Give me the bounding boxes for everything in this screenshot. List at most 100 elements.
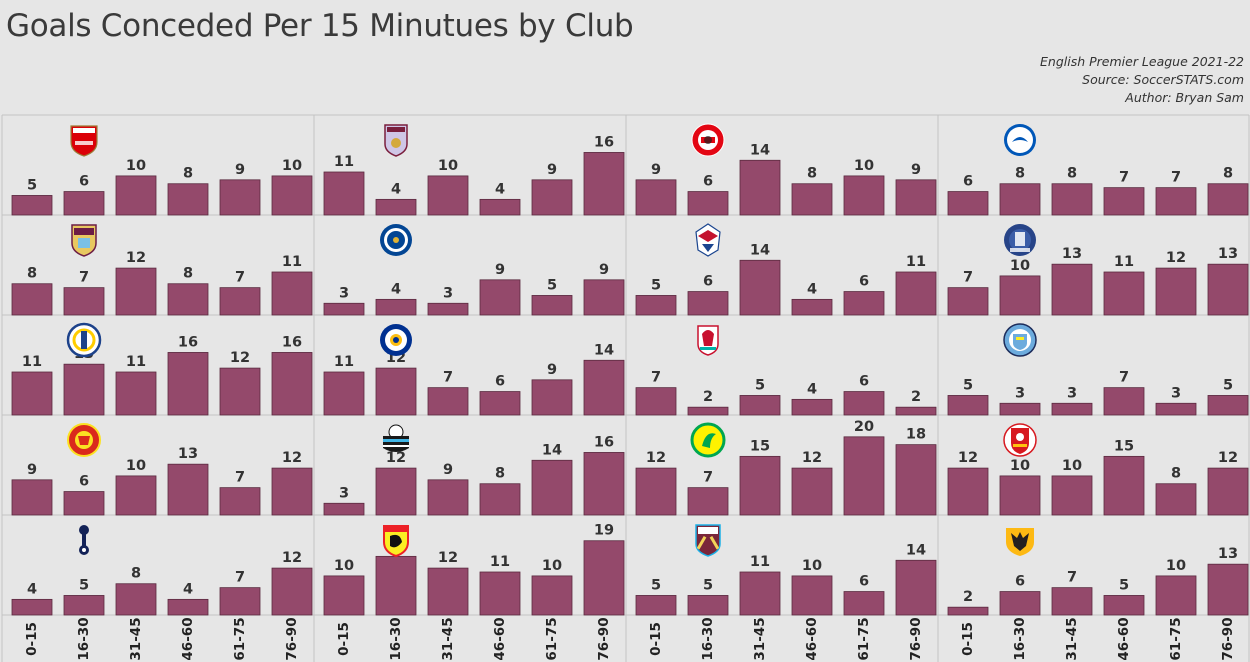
bar	[167, 352, 209, 416]
bar	[999, 475, 1041, 516]
data-label: 7	[1119, 370, 1129, 386]
club-panel: 9 6 14 8 10 9	[635, 123, 937, 216]
data-label: 20	[854, 419, 874, 435]
bar	[115, 371, 157, 416]
data-label: 7	[651, 370, 661, 386]
bar	[739, 395, 781, 416]
bar	[1207, 395, 1249, 416]
data-label: 13	[1218, 246, 1238, 262]
x-tick-label: 76-90	[1220, 617, 1236, 660]
data-label: 11	[906, 254, 926, 270]
panel-grid	[1, 114, 1250, 662]
data-label: 15	[750, 438, 770, 454]
data-label: 12	[282, 550, 302, 566]
bar	[323, 171, 365, 216]
bar	[167, 598, 209, 616]
club-panel: 7 2 5 4 6 2	[635, 325, 937, 416]
x-tick-label: 16-30	[76, 617, 92, 660]
data-label: 10	[282, 158, 302, 174]
bar	[999, 183, 1041, 216]
bar	[323, 575, 365, 616]
x-tick-label: 16-30	[388, 617, 404, 660]
data-label: 11	[126, 354, 146, 370]
data-label: 11	[334, 154, 354, 170]
bar	[1051, 402, 1093, 416]
x-tick-label: 61-75	[856, 617, 872, 660]
bar	[687, 406, 729, 416]
data-label: 12	[282, 450, 302, 466]
data-label: 8	[183, 166, 193, 182]
bar	[479, 279, 521, 316]
data-label: 12	[646, 450, 666, 466]
bar	[219, 287, 261, 316]
data-label: 5	[27, 177, 37, 193]
bar	[895, 271, 937, 316]
bar	[739, 455, 781, 516]
data-label: 9	[443, 462, 453, 478]
data-label: 7	[963, 270, 973, 286]
data-label: 8	[1223, 166, 1233, 182]
data-label: 14	[906, 542, 926, 558]
data-label: 9	[495, 262, 505, 278]
data-label: 3	[339, 485, 349, 501]
wolves-crest	[1006, 528, 1034, 556]
data-label: 10	[1062, 458, 1082, 474]
bar	[11, 195, 53, 216]
burnley-crest	[71, 224, 97, 257]
bar	[63, 491, 105, 516]
data-label: 10	[334, 558, 354, 574]
data-label: 11	[1114, 254, 1134, 270]
bar	[479, 391, 521, 416]
bar	[635, 467, 677, 516]
bar	[427, 479, 469, 516]
data-label: 12	[230, 350, 250, 366]
bar	[271, 567, 313, 616]
bar	[115, 475, 157, 516]
data-label: 6	[963, 174, 973, 190]
data-label: 11	[334, 354, 354, 370]
data-label: 2	[703, 389, 713, 405]
author-label: Author: Bryan Sam	[1125, 90, 1244, 105]
data-label: 9	[547, 162, 557, 178]
crystal-palace-crest	[695, 223, 721, 257]
bar	[1207, 263, 1249, 316]
bar	[1051, 475, 1093, 516]
club-panel: 7 10 13 11 12 13	[947, 224, 1249, 316]
data-label: 8	[495, 466, 505, 482]
bar	[375, 367, 417, 416]
bar	[375, 198, 417, 216]
bar	[63, 595, 105, 616]
x-tick-label: 76-90	[908, 617, 924, 660]
bar	[895, 406, 937, 416]
data-label: 9	[27, 462, 37, 478]
data-label: 6	[495, 374, 505, 390]
x-tick-label: 61-75	[1168, 617, 1184, 660]
bar	[791, 575, 833, 616]
club-panel: 8 7 12 8 7 11	[11, 224, 313, 316]
bar	[1051, 263, 1093, 316]
data-label: 6	[859, 274, 869, 290]
bar	[323, 302, 365, 316]
bar	[1155, 575, 1197, 616]
bar	[271, 352, 313, 416]
data-label: 14	[750, 242, 770, 258]
data-label: 10	[854, 158, 874, 174]
bar	[583, 540, 625, 616]
brentford-crest	[691, 123, 725, 157]
bar	[999, 275, 1041, 316]
data-label: 4	[183, 581, 193, 597]
data-label: 5	[963, 377, 973, 393]
bar	[323, 502, 365, 516]
club-panel: 4 5 8 4 7 12	[11, 525, 313, 616]
bar	[687, 291, 729, 316]
x-tick-label: 46-60	[180, 617, 196, 660]
bar	[375, 467, 417, 516]
bar	[739, 159, 781, 216]
data-label: 7	[1171, 170, 1181, 186]
everton-crest	[1004, 224, 1036, 256]
data-label: 12	[126, 250, 146, 266]
data-label: 10	[126, 458, 146, 474]
x-tick-label: 46-60	[492, 617, 508, 660]
bar	[271, 175, 313, 216]
bar	[531, 379, 573, 416]
